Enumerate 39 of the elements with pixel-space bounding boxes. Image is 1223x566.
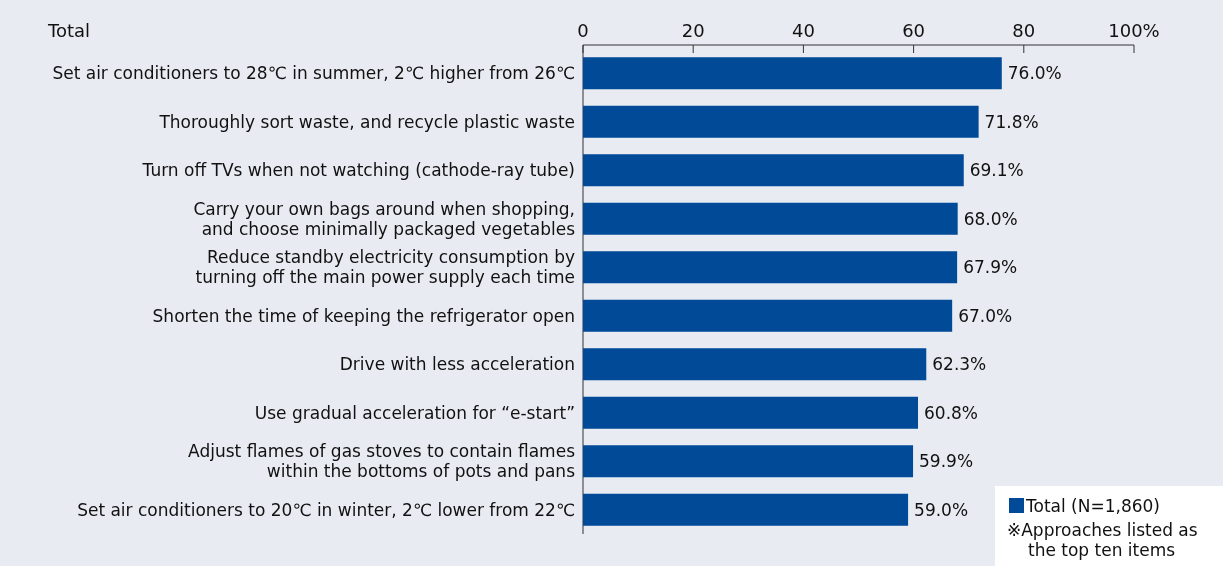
- data-label: 59.9%: [919, 451, 974, 472]
- y-tick-label: Carry your own bags around when shopping, and choose minimally packaged vegetables: [193, 198, 576, 239]
- x-tick-label: 20: [681, 20, 705, 41]
- data-label: 67.0%: [958, 305, 1013, 326]
- y-tick-label: Set air conditioners to 28℃ in summer, 2℃ higher from 26℃: [52, 63, 575, 84]
- bar: [583, 251, 958, 284]
- bar: [583, 299, 953, 332]
- bar: [583, 348, 927, 381]
- annotation: ※Approaches listed as the top ten items: [1007, 520, 1198, 560]
- x-tick-label: 40: [791, 20, 815, 41]
- data-label: 60.8%: [924, 402, 979, 423]
- bar: [583, 445, 914, 478]
- bar: [583, 57, 1002, 90]
- x-tick-label: 60: [902, 20, 926, 41]
- data-label: 76.0%: [1007, 63, 1062, 84]
- x-tick-label: 80: [1012, 20, 1036, 41]
- data-label: 59.0%: [914, 499, 969, 520]
- x-tick-label: 0: [577, 20, 589, 41]
- data-label: 68.0%: [963, 208, 1018, 229]
- text: Total: [47, 20, 91, 41]
- data-label: 69.1%: [969, 160, 1024, 181]
- y-tick-label: Use gradual acceleration for “e-start”: [254, 402, 575, 423]
- y-tick-label: Reduce standby electricity consumption by turning off the main power supply each time: [195, 247, 575, 288]
- y-tick-label: Thoroughly sort waste, and recycle plastic waste: [158, 111, 575, 132]
- data-label: 71.8%: [984, 111, 1039, 132]
- bar: [583, 396, 919, 429]
- y-tick-label: Drive with less acceleration: [339, 354, 575, 375]
- y-tick-label: Turn off TVs when not watching (cathode-ray tube): [141, 160, 575, 181]
- y-tick-label: Shorten the time of keeping the refrigerator open: [152, 305, 575, 326]
- data-label: 62.3%: [932, 354, 987, 375]
- bar: [583, 105, 979, 138]
- y-tick-label: Adjust flames of gas stoves to contain flames within the bottoms of pots and pans: [188, 441, 576, 482]
- legend-label: Total (N=1,860): [1025, 496, 1160, 516]
- bar: [583, 154, 964, 187]
- x-tick-label: 100%: [1108, 20, 1160, 41]
- bar: [583, 493, 909, 526]
- y-tick-label: Set air conditioners to 20℃ in winter, 2℃ lower from 22℃: [77, 499, 575, 520]
- data-label: 67.9%: [963, 257, 1018, 278]
- bar: [583, 202, 958, 235]
